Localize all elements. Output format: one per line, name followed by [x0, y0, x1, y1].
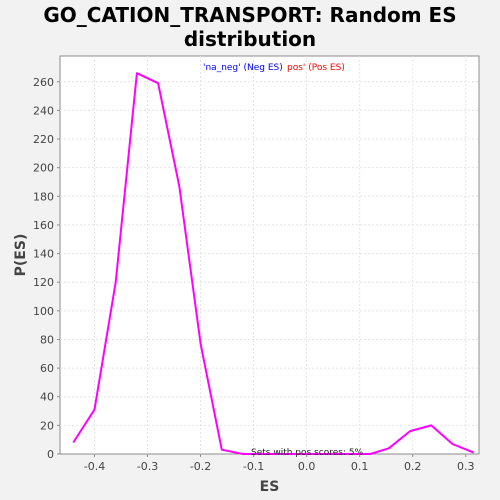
y-tick-label: 180 [33, 190, 54, 203]
y-tick-label: 220 [33, 133, 54, 146]
y-axis-label: P(ES) [13, 234, 29, 277]
x-tick-label: 0.3 [457, 460, 475, 473]
y-tick-label: 200 [33, 162, 54, 175]
x-tick-label: 0.2 [404, 460, 422, 473]
y-tick-label: 80 [40, 333, 54, 346]
x-tick-label: -0.3 [137, 460, 158, 473]
pos-scores-annotation: Sets with pos scores: 5% [251, 448, 364, 458]
y-tick-label: 0 [47, 448, 54, 461]
x-tick-label: -0.2 [190, 460, 211, 473]
y-tick-label: 40 [40, 391, 54, 404]
x-tick-label: 0.1 [351, 460, 369, 473]
y-tick-label: 240 [33, 104, 54, 117]
y-tick-label: 60 [40, 362, 54, 375]
y-tick-label: 20 [40, 419, 54, 432]
y-tick-label: 260 [33, 76, 54, 89]
x-axis-label: ES [260, 479, 280, 495]
y-tick-label: 120 [33, 276, 54, 289]
y-tick-label: 160 [33, 219, 54, 232]
y-tick-label: 100 [33, 305, 54, 318]
legend-neg-label: 'na_neg' (Neg ES) [203, 63, 283, 73]
y-tick-label: 140 [33, 248, 54, 261]
x-tick-label: -0.4 [84, 460, 105, 473]
legend-pos-label: pos' (Pos ES) [287, 63, 345, 73]
x-tick-label: 0.0 [298, 460, 316, 473]
plot-area [60, 56, 479, 454]
x-tick-label: -0.1 [243, 460, 264, 473]
